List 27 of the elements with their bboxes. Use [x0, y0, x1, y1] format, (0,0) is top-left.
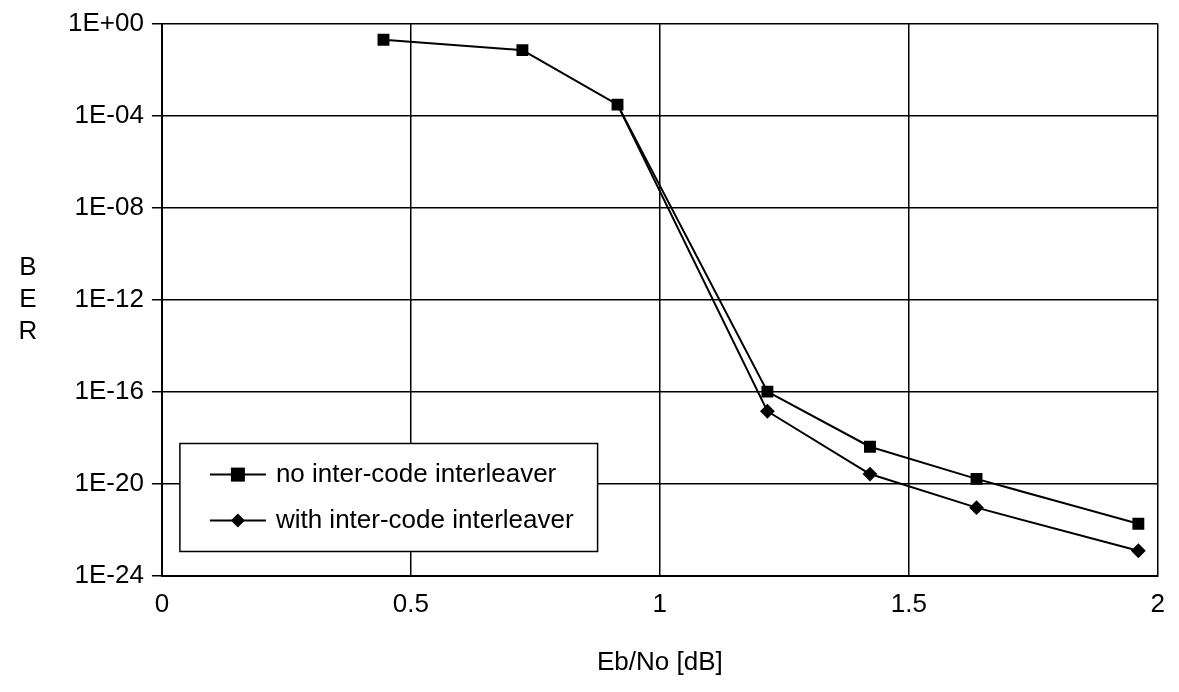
point — [760, 404, 775, 419]
y-tick-label: 1E-08 — [74, 190, 144, 221]
point — [516, 44, 529, 57]
legend-label: no inter-code interleaver — [275, 457, 557, 488]
x-axis-title: Eb/No [dB] — [596, 645, 723, 676]
y-tick-label: 1E-24 — [74, 558, 144, 589]
x-tick-label: 1.5 — [890, 588, 927, 619]
point — [761, 385, 774, 398]
point — [1131, 543, 1146, 558]
x-tick-label: 0 — [154, 588, 170, 619]
point — [969, 500, 984, 515]
y-tick-label: 1E+00 — [68, 6, 144, 37]
point — [970, 472, 983, 485]
y-tick-label: 1E-20 — [74, 466, 144, 497]
y-tick-label: 1E-16 — [74, 374, 144, 405]
y-axis-title: BER — [18, 250, 38, 345]
point — [864, 440, 876, 453]
x-tick-label: 2 — [1150, 588, 1165, 619]
point — [1132, 517, 1145, 530]
point — [377, 33, 390, 46]
x-tick-label: 1 — [652, 588, 668, 619]
legend-label: with inter-code interleaver — [274, 503, 574, 534]
point — [611, 98, 624, 111]
y-tick-label: 1E-04 — [74, 98, 144, 129]
y-tick-label: 1E-12 — [74, 282, 144, 313]
point — [862, 467, 877, 482]
x-tick-label: 0.5 — [392, 588, 429, 619]
